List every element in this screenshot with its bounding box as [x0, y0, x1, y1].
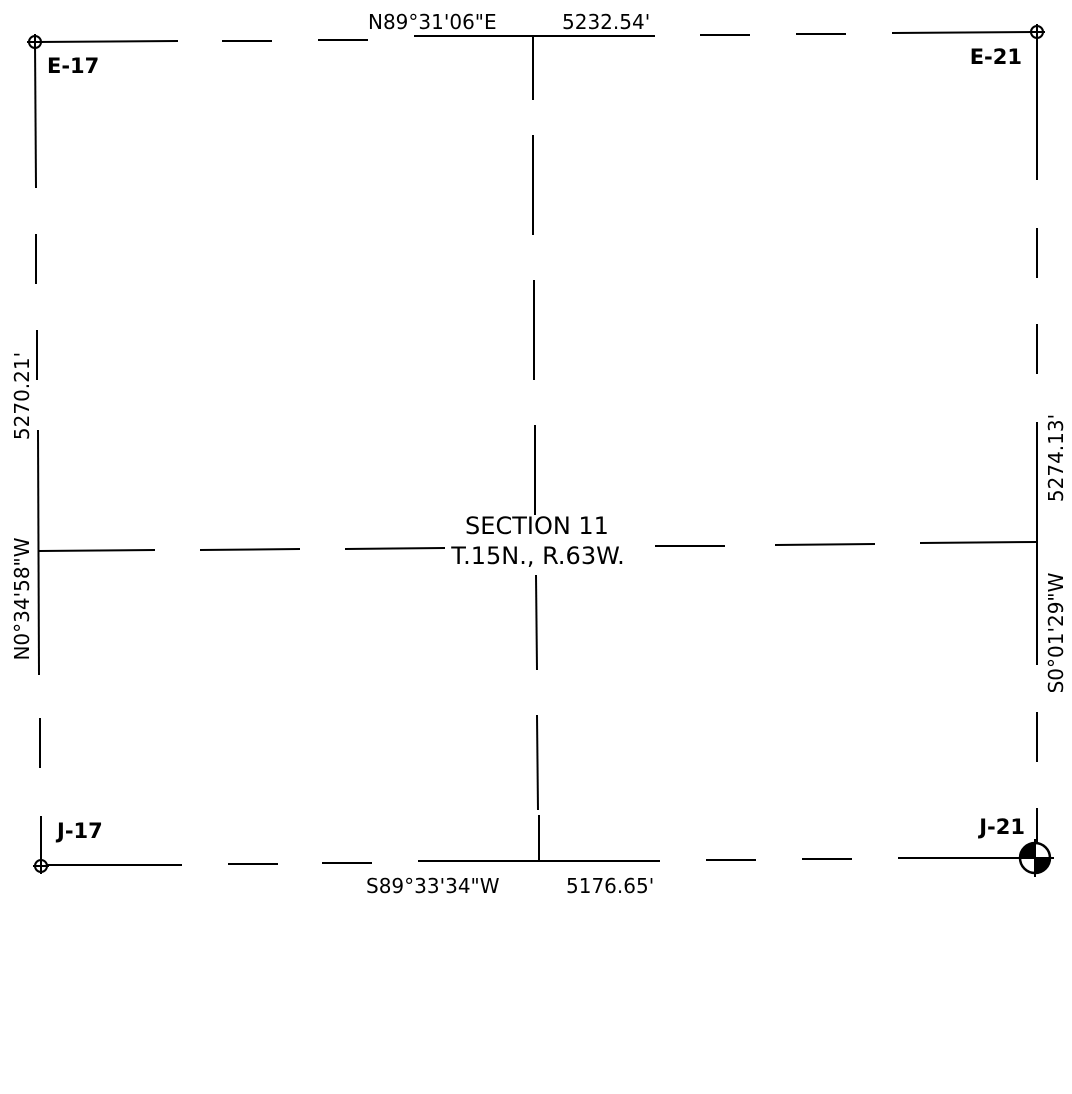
vertical-quarter-line	[532, 36, 540, 861]
corner-label-northwest: E-17	[47, 54, 99, 78]
corner-label-southeast: J-21	[977, 815, 1025, 839]
section-title: SECTION 11	[465, 512, 609, 540]
corner-monument-northwest	[27, 34, 43, 50]
horizontal-quarter-line	[38, 541, 1038, 552]
north-distance-label: 5232.54'	[562, 10, 650, 34]
corner-monument-southwest	[33, 858, 49, 874]
east-bearing-label: S0°01'29"W	[1044, 572, 1068, 693]
corner-monument-northeast	[1029, 24, 1045, 40]
west-bearing-label: N0°34'58"W	[10, 537, 34, 660]
north-boundary-line	[34, 31, 1038, 43]
corner-label-northeast: E-21	[970, 45, 1022, 69]
corner-label-southwest: J-17	[55, 819, 103, 843]
south-distance-label: 5176.65'	[566, 874, 654, 898]
township-range-label: T.15N., R.63W.	[450, 542, 624, 570]
south-bearing-label: S89°33'34"W	[366, 874, 500, 898]
west-distance-label: 5270.21'	[10, 352, 34, 440]
corner-monument-southeast	[1016, 839, 1054, 877]
west-boundary-line	[34, 41, 42, 865]
east-distance-label: 5274.13'	[1044, 414, 1068, 502]
north-bearing-label: N89°31'06"E	[368, 10, 497, 34]
